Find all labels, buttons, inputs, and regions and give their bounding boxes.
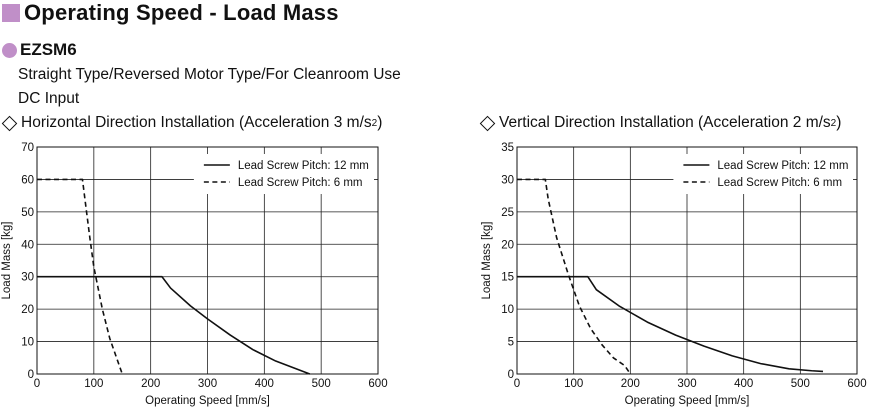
y-axis-label: Load Mass [kg] <box>481 222 493 300</box>
x-axis-label: Operating Speed [mm/s] <box>625 395 750 407</box>
x-tick-label: 600 <box>368 378 387 390</box>
legend-label: Lead Screw Pitch: 12 mm <box>238 160 369 172</box>
chart-heading-sup: 2 <box>371 117 378 129</box>
x-tick-label: 100 <box>564 378 583 390</box>
x-tick-label: 400 <box>255 378 274 390</box>
description-line: Straight Type/Reversed Motor Type/For Cl… <box>18 66 401 83</box>
y-tick-label: 30 <box>21 272 34 284</box>
x-tick-label: 300 <box>677 378 696 390</box>
description-line: DC Input <box>18 90 80 107</box>
chart-heading-suffix: ) <box>377 114 383 131</box>
y-tick-label: 70 <box>21 142 34 154</box>
model-name: EZSM6 <box>20 40 77 59</box>
y-tick-label: 0 <box>508 369 514 381</box>
y-tick-label: 20 <box>21 304 34 316</box>
page-title-row: Operating Speed - Load Mass <box>2 0 339 26</box>
chart-heading-text: Horizontal Direction Installation (Accel… <box>21 114 372 131</box>
chart-heading-text: Vertical Direction Installation (Acceler… <box>499 114 831 131</box>
x-tick-label: 300 <box>198 378 217 390</box>
legend-label: Lead Screw Pitch: 12 mm <box>717 160 848 172</box>
series-line-12mm <box>37 275 311 375</box>
series-line-6mm <box>37 178 124 375</box>
x-tick-label: 500 <box>312 378 331 390</box>
y-axis-label: Load Mass [kg] <box>1 222 13 300</box>
plot-frame <box>36 146 379 375</box>
chart-heading-horizontal: Horizontal Direction Installation (Accel… <box>0 114 382 132</box>
legend-box <box>673 154 853 194</box>
page-title: Operating Speed - Load Mass <box>24 0 339 25</box>
y-tick-label: 20 <box>501 239 514 251</box>
y-tick-label: 30 <box>501 174 514 186</box>
x-tick-label: 400 <box>734 378 753 390</box>
chart-heading-sup: 2 <box>830 117 837 129</box>
y-tick-label: 40 <box>21 239 34 251</box>
x-axis-label: Operating Speed [mm/s] <box>145 395 270 407</box>
legend-label: Lead Screw Pitch: 6 mm <box>717 177 842 189</box>
x-tick-label: 200 <box>141 378 160 390</box>
x-tick-label: 600 <box>847 378 866 390</box>
y-tick-label: 15 <box>501 272 514 284</box>
title-square-icon <box>2 4 20 22</box>
x-tick-label: 100 <box>84 378 103 390</box>
y-tick-label: 50 <box>21 207 34 219</box>
y-tick-label: 60 <box>21 174 34 186</box>
y-tick-label: 25 <box>501 207 514 219</box>
x-tick-label: 200 <box>621 378 640 390</box>
y-tick-label: 35 <box>501 142 514 154</box>
model-row: EZSM6 <box>2 40 77 60</box>
x-tick-label: 0 <box>34 378 40 390</box>
x-tick-label: 500 <box>791 378 810 390</box>
plot-frame <box>516 146 858 375</box>
x-tick-label: 0 <box>514 378 520 390</box>
y-tick-label: 10 <box>501 304 514 316</box>
chart-heading-vertical: Vertical Direction Installation (Acceler… <box>478 114 841 132</box>
series-line-12mm <box>517 275 824 373</box>
y-tick-label: 10 <box>21 337 34 349</box>
y-tick-label: 5 <box>508 337 514 349</box>
bullet-circle-icon <box>2 42 17 58</box>
legend-label: Lead Screw Pitch: 6 mm <box>238 177 363 189</box>
legend-box <box>193 154 374 194</box>
y-tick-label: 0 <box>28 369 34 381</box>
chart-heading-suffix: ) <box>836 114 842 131</box>
